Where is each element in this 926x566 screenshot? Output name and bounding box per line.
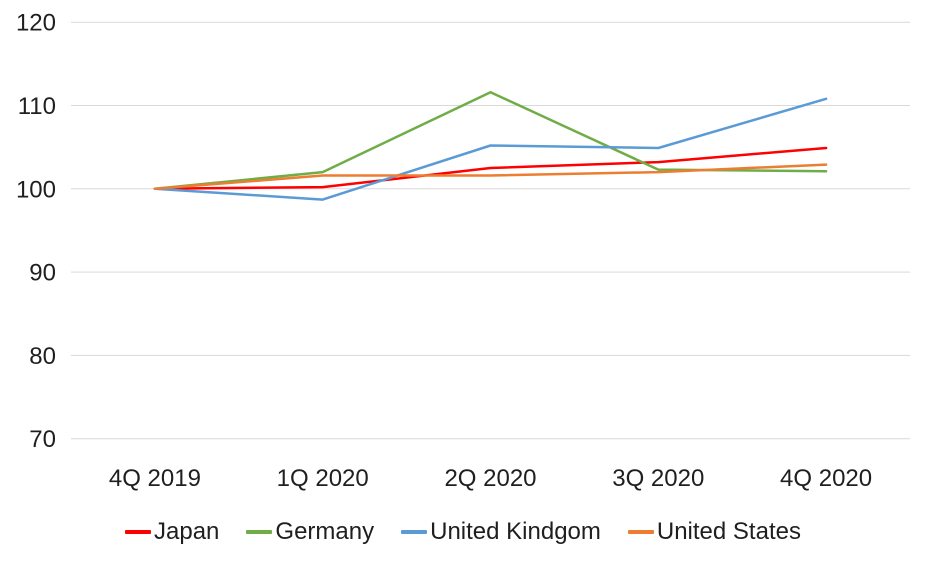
x-tick-label: 1Q 2020 (277, 465, 369, 492)
x-tick-label: 4Q 2020 (780, 465, 872, 492)
y-tick-label: 120 (16, 10, 56, 37)
legend-swatch-japan (125, 530, 152, 534)
series-line-united-states (153, 163, 828, 191)
series-line-united-kindgom (153, 97, 828, 201)
y-tick-label: 100 (16, 176, 56, 203)
y-tick-label: 90 (29, 260, 56, 287)
y-tick-label: 80 (29, 343, 56, 370)
legend-item-united-states: United States (627, 518, 801, 546)
legend-item-united-kindgom: United Kindgom (401, 518, 601, 546)
legend-item-germany: Germany (246, 518, 374, 546)
y-tick-label: 110 (18, 93, 56, 120)
y-tick-label: 70 (29, 426, 56, 453)
legend-swatch-germany (246, 530, 273, 534)
series-line-japan (153, 146, 828, 191)
x-tick-label: 2Q 2020 (444, 465, 536, 492)
plot-area: 120 110 100 90 80 70 4Q 2019 1Q 2020 2Q 2020 3Q 2… (16, 10, 910, 492)
legend-label: United States (656, 518, 801, 545)
x-tick-label: 3Q 2020 (612, 465, 704, 492)
legend-swatch-united-kindgom (401, 530, 428, 534)
legend: Japan Germany United Kindgom United States (0, 512, 926, 552)
legend-item-japan: Japan (125, 518, 219, 546)
legend-label: United Kindgom (430, 518, 601, 545)
x-tick-label: 4Q 2019 (109, 465, 201, 492)
legend-label: Germany (275, 518, 375, 545)
legend-swatch-united-states (627, 530, 654, 534)
legend-label: Japan (154, 518, 220, 545)
